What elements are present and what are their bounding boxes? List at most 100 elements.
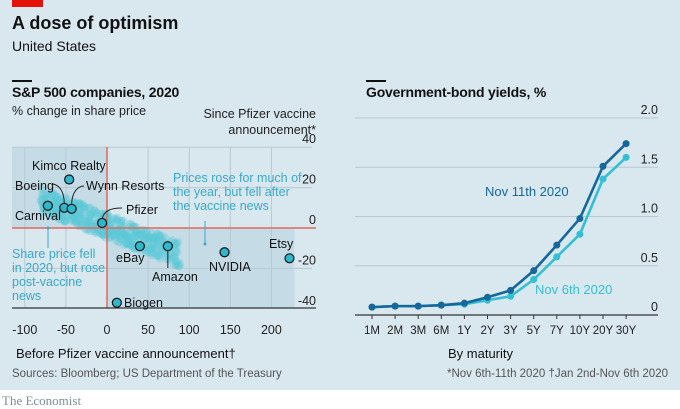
company-point <box>78 200 87 209</box>
company-point <box>92 208 101 218</box>
company-point <box>112 230 121 240</box>
company-point <box>70 217 80 226</box>
point-label: Biogen <box>124 296 163 310</box>
company-point <box>81 224 90 234</box>
company-point <box>50 208 59 217</box>
company-point <box>86 211 96 220</box>
x-tick-label: 3M <box>410 325 426 337</box>
company-point <box>152 251 161 261</box>
company-point <box>148 234 157 244</box>
company-point <box>164 255 174 264</box>
company-point <box>99 228 108 237</box>
series-point-nov6 <box>530 276 538 284</box>
company-point <box>122 238 131 248</box>
company-point <box>52 201 61 211</box>
company-point <box>82 217 91 226</box>
company-point <box>98 230 108 239</box>
company-point <box>169 260 179 269</box>
x-tick-label: 5Y <box>527 325 541 337</box>
company-point <box>171 260 181 270</box>
x-tick-label: 100 <box>179 323 200 337</box>
company-point <box>91 228 100 238</box>
company-point <box>153 239 162 248</box>
company-point <box>74 214 83 223</box>
company-point <box>83 218 93 227</box>
company-point <box>124 240 133 249</box>
company-point <box>147 229 156 238</box>
company-point <box>132 229 141 239</box>
series-point-nov11 <box>414 302 422 310</box>
company-point <box>173 257 182 266</box>
company-point <box>101 227 110 237</box>
company-point <box>54 214 63 223</box>
company-point <box>132 228 141 237</box>
company-point <box>124 236 133 245</box>
company-point <box>154 231 163 240</box>
company-point <box>125 233 134 242</box>
company-point <box>79 202 89 212</box>
chart1-title: S&P 500 companies, 2020 <box>12 84 180 100</box>
x-tick-label: 10Y <box>570 325 591 337</box>
company-point <box>132 227 142 237</box>
company-point <box>80 202 89 212</box>
company-point <box>125 233 134 243</box>
company-point <box>54 195 63 205</box>
highlight-point <box>64 174 75 185</box>
company-point <box>113 230 122 239</box>
highlight-point <box>66 203 77 214</box>
series-point-nov6 <box>507 292 515 300</box>
x-tick-label: 6M <box>433 325 449 337</box>
line-chart: 0 0.5 1.0 1.5 2.0 1M 2M 3M 6M 1Y 2Y 3Y 5Y 7Y 10Y 20Y 30Y… <box>355 103 658 361</box>
x-tick-label: -100 <box>12 323 37 337</box>
company-point <box>75 199 84 209</box>
company-point <box>107 217 117 226</box>
company-point <box>120 237 129 246</box>
company-point <box>97 230 106 239</box>
company-point <box>155 233 165 242</box>
y-axis-title-line2: announcement* <box>228 123 316 137</box>
leader-pfizer <box>101 207 123 220</box>
company-point <box>101 229 111 239</box>
annotation-fell-rose: Share price fell <box>12 247 95 261</box>
company-point <box>125 239 134 248</box>
company-point <box>93 227 102 236</box>
company-point <box>165 249 174 259</box>
company-point <box>109 230 119 240</box>
company-point <box>170 252 179 262</box>
company-point <box>115 218 124 228</box>
company-point <box>116 217 126 226</box>
y-tick-label: 0.5 <box>641 251 658 265</box>
point-label: Carnival <box>15 209 61 223</box>
company-point <box>172 248 182 257</box>
company-point <box>160 233 170 243</box>
company-point <box>48 212 57 221</box>
company-point <box>147 248 156 257</box>
company-point <box>99 226 108 236</box>
point-label: Etsy <box>269 237 294 251</box>
company-point <box>147 250 157 260</box>
company-point <box>38 190 47 199</box>
company-point <box>150 234 159 243</box>
company-point <box>39 189 48 199</box>
company-point <box>78 201 88 210</box>
company-point <box>156 231 166 241</box>
company-point <box>131 232 140 241</box>
company-point <box>138 230 147 240</box>
company-point <box>112 236 121 245</box>
x-tick-label: 20Y <box>593 325 614 337</box>
company-point <box>170 255 179 265</box>
company-point <box>37 196 46 205</box>
company-point <box>123 238 133 248</box>
company-point <box>119 216 128 226</box>
company-point <box>172 239 181 248</box>
company-point <box>90 209 100 219</box>
company-point <box>146 244 155 254</box>
annotation-leader-dot <box>46 226 50 230</box>
company-point <box>152 229 162 239</box>
company-point <box>98 230 107 239</box>
series-point-nov11 <box>484 293 491 301</box>
company-point <box>132 231 142 240</box>
company-point <box>123 239 133 249</box>
y-tick-label: 0 <box>651 300 658 314</box>
company-point <box>112 215 121 225</box>
